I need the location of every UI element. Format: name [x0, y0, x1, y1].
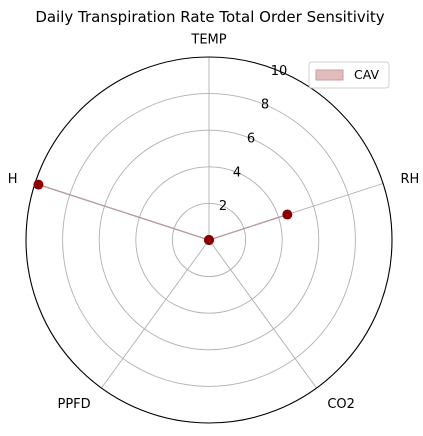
spoke-co2: [208, 239, 317, 389]
series-area-cav: [38, 184, 288, 240]
chart-title: Daily Transpiration Rate Total Order Sen…: [35, 8, 384, 26]
axis-label-rh: RH: [400, 172, 419, 187]
axis-labels: TEMP RH CO2 PPFD H: [8, 33, 419, 412]
data-point-rh: [282, 209, 293, 220]
spoke-ppfd: [101, 239, 210, 389]
r-tick-label-2: 2: [219, 199, 227, 214]
r-tick-label-6: 6: [247, 132, 255, 147]
r-tick-label-10: 10: [271, 64, 288, 79]
axis-label-ppfd: PPFD: [58, 397, 91, 412]
series-layer: [33, 179, 293, 245]
legend-frame: [308, 61, 390, 89]
axis-label-h: H: [8, 172, 18, 187]
outer-frame: [25, 56, 393, 424]
legend-label: CAV: [354, 67, 379, 82]
series-line-cav: [38, 183, 288, 241]
legend-swatch: [315, 69, 344, 81]
data-point-h: [33, 179, 44, 190]
data-point-ppfd: [204, 235, 214, 245]
r-tick-labels: 2 4 6 8 10: [219, 64, 287, 214]
r-tick-label-8: 8: [261, 98, 269, 113]
axis-label-temp: TEMP: [190, 33, 226, 48]
spokes: [34, 57, 384, 389]
axis-label-co2: CO2: [327, 397, 355, 412]
legend: CAV: [308, 61, 390, 89]
r-tick-label-4: 4: [233, 165, 241, 180]
